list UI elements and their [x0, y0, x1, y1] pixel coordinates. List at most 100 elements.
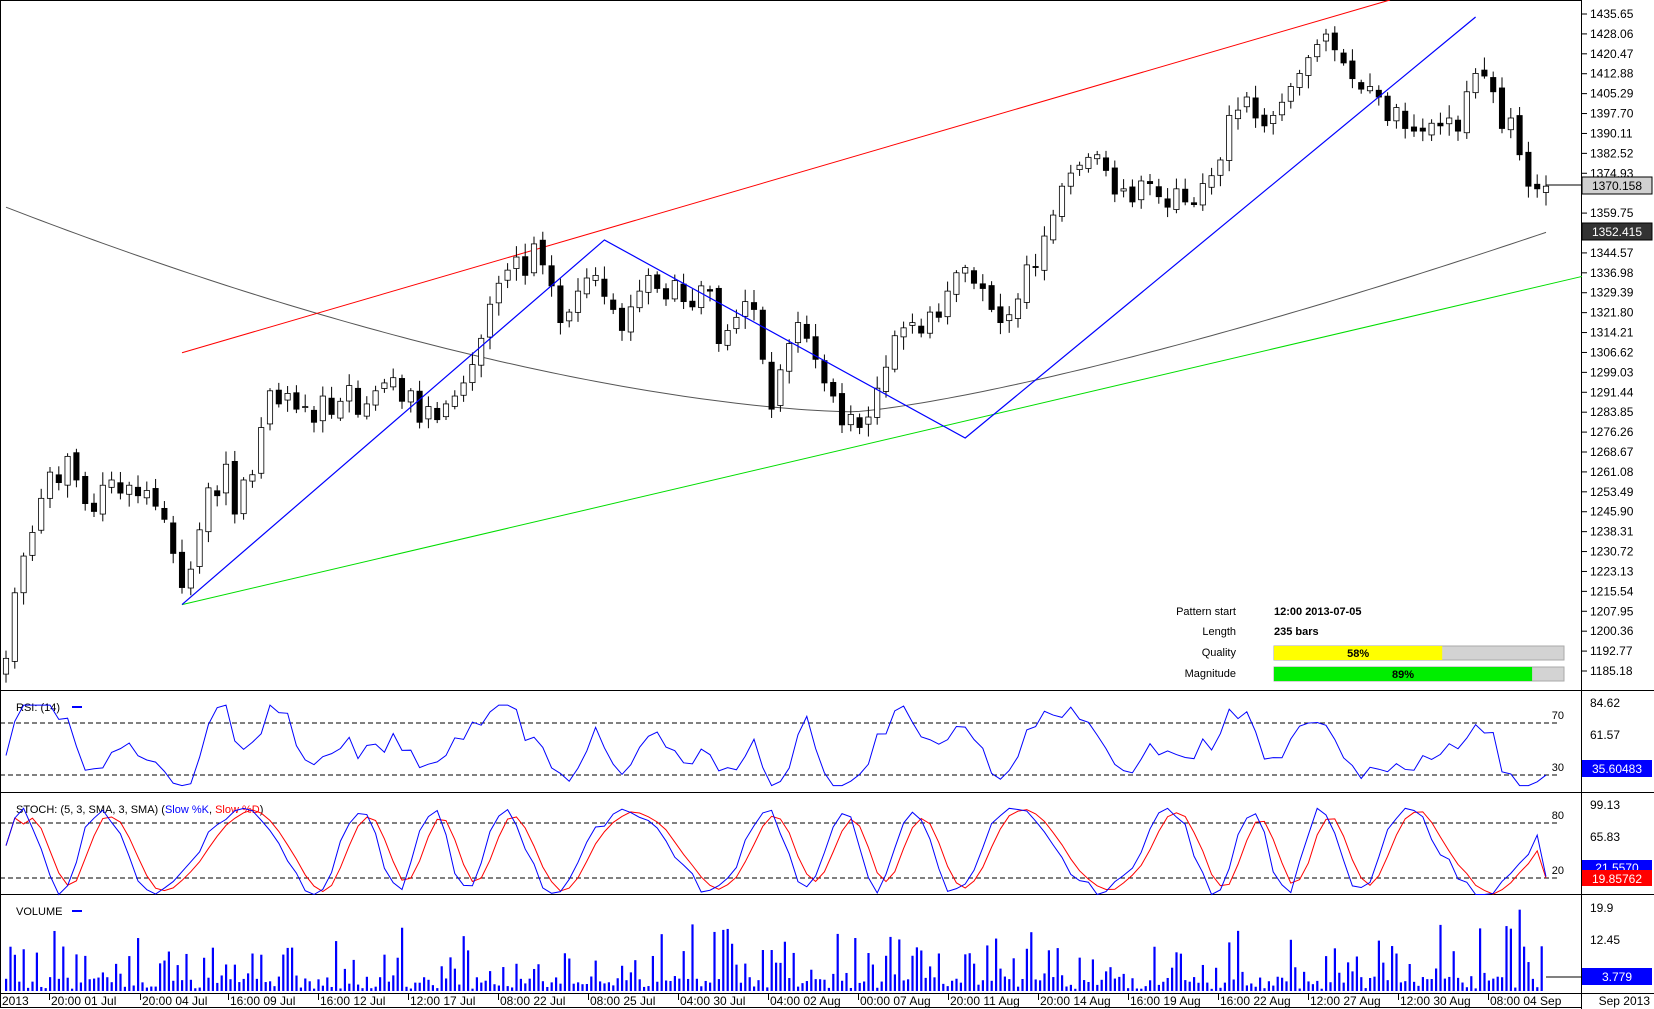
candle-body [662, 288, 670, 300]
volume-bar [1245, 985, 1248, 991]
candle [108, 471, 115, 494]
candle [178, 539, 186, 594]
candle [1498, 77, 1506, 134]
volume-bar [35, 952, 38, 991]
candle-body [539, 239, 546, 266]
candle-body [240, 479, 247, 515]
volume-bar [1083, 980, 1086, 991]
volume-bar [946, 986, 949, 991]
candle [997, 293, 1004, 335]
moving-average-path [5, 206, 1547, 413]
candle-body [1120, 188, 1127, 192]
candle-body [1085, 156, 1092, 169]
stoch-slow-k-line [5, 807, 1547, 896]
volume-bar [299, 987, 302, 991]
candle [1481, 57, 1488, 79]
candle-body [284, 393, 291, 401]
candle-body [1322, 33, 1330, 42]
volume-bar [365, 976, 368, 991]
candle [1472, 68, 1479, 99]
volume-panel: VOLUME 19.9 12.45 3.779 [5, 901, 1652, 991]
volume-bar [379, 977, 382, 991]
volume-bar [533, 968, 536, 991]
volume-bar [1039, 980, 1042, 991]
candle-body [1173, 188, 1180, 210]
volume-bar [383, 954, 386, 991]
candle [856, 413, 863, 435]
candle [1208, 167, 1215, 195]
volume-bar [1223, 982, 1226, 991]
candle-body [944, 290, 951, 318]
volume-bar [1430, 978, 1433, 991]
volume-bar [229, 979, 232, 991]
volume-bar [233, 964, 236, 991]
candle [434, 401, 441, 424]
stoch-title: STOCH: (5, 3, SMA, 3, SMA) (Slow %K, Slo… [16, 804, 263, 816]
volume-bar [75, 954, 78, 991]
candle-body [1472, 73, 1479, 94]
time-tick-label: 12:00 17 Jul [410, 994, 475, 1008]
volume-bar [260, 954, 263, 991]
volume-bar [1439, 924, 1442, 991]
price-tick-label: 1238.31 [1590, 525, 1634, 539]
volume-bar [453, 968, 456, 991]
candle [451, 390, 458, 410]
candle [205, 482, 212, 543]
candle [539, 231, 546, 275]
candle [425, 396, 432, 429]
volume-bar [1127, 988, 1130, 991]
volume-bar [1527, 962, 1530, 991]
volume-bar [981, 980, 984, 991]
candle [1217, 157, 1224, 187]
volume-bar [502, 967, 505, 991]
volume-bar [1087, 981, 1090, 991]
volume-bar [1100, 979, 1103, 991]
candle [1234, 97, 1242, 130]
volume-bar [885, 955, 888, 991]
channel-lines [181, 0, 1583, 606]
time-tick-label: 20:00 04 Jul [142, 994, 207, 1008]
candle-body [1023, 264, 1030, 303]
candle [231, 450, 238, 524]
volume-bar [1215, 967, 1218, 991]
price-tick-label: 1412.88 [1590, 67, 1634, 81]
candle-body [143, 490, 150, 499]
volume-bar [524, 983, 527, 991]
candle [73, 448, 80, 488]
volume-bar [959, 982, 962, 991]
candle-body [574, 290, 582, 313]
candle [654, 271, 661, 293]
candle-body [988, 285, 995, 310]
volume-bar [1179, 953, 1182, 991]
volume-bar [1333, 948, 1336, 991]
candle-body [1190, 202, 1198, 205]
candle-body [1384, 95, 1391, 122]
candle [970, 267, 978, 290]
candle [1393, 103, 1400, 129]
volume-bar [920, 950, 923, 991]
volume-bar [211, 947, 214, 991]
candle-body [258, 427, 265, 474]
time-tick-label: 08:00 04 Sep [1490, 994, 1562, 1008]
candle [1305, 55, 1312, 89]
candle-body [20, 555, 27, 594]
candle-body [557, 285, 564, 324]
volume-bar [1509, 928, 1512, 991]
volume-bar [1448, 976, 1451, 991]
candle-body [1296, 73, 1303, 88]
candle [786, 339, 793, 384]
volume-bar [1017, 986, 1020, 991]
volume-bar [1237, 930, 1240, 991]
candle-body [812, 336, 819, 360]
candle-body [1349, 60, 1356, 80]
candle-body [73, 452, 80, 481]
candle-body [592, 274, 599, 281]
candle-body [715, 287, 722, 344]
candle-body [161, 507, 168, 520]
volume-bar [18, 981, 21, 991]
volume-bar [735, 964, 738, 991]
volume-bar [1479, 928, 1482, 991]
volume-bar [203, 957, 206, 991]
volume-bar [599, 981, 602, 991]
lower-channel-line [181, 275, 1583, 606]
